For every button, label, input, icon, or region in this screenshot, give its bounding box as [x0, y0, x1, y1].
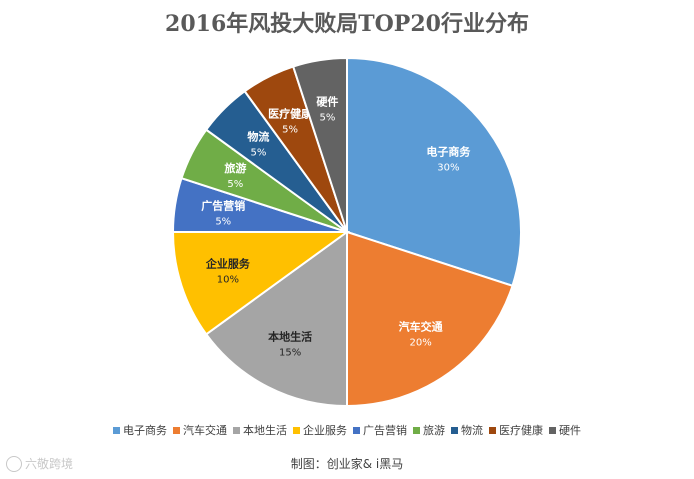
watermark: 六敬跨境	[6, 455, 73, 472]
pie-slice-1	[346, 56, 522, 288]
legend-swatch	[173, 426, 180, 434]
slice-value-label: 5%	[250, 147, 266, 158]
slice-category-label: 旅游	[224, 161, 246, 175]
slice-value-label: 20%	[410, 337, 432, 348]
legend-label: 汽车交通	[183, 424, 227, 437]
legend-label: 医疗健康	[499, 424, 543, 437]
pie-slice-2	[346, 230, 514, 408]
legend-entry: 汽车交通	[173, 422, 227, 438]
legend-entry: 硬件	[549, 422, 581, 438]
legend-swatch	[413, 426, 420, 434]
watermark-logo-icon	[6, 455, 22, 472]
legend-swatch	[233, 426, 240, 434]
legend-swatch	[451, 426, 458, 434]
slice-category-label: 广告营销	[201, 198, 245, 212]
chart-credit: 制图：创业家& i黑马	[290, 457, 404, 471]
legend-label: 企业服务	[303, 424, 347, 437]
chart-legend: 电子商务 汽车交通 本地生活 企业服务 广告营销 旅游 物流 医疗健康 硬件	[0, 422, 694, 438]
slice-value-label: 30%	[437, 162, 459, 173]
watermark-text: 六敬跨境	[25, 457, 74, 471]
slice-value-label: 15%	[279, 348, 301, 359]
legend-swatch	[113, 426, 120, 434]
legend-label: 电子商务	[123, 424, 167, 437]
slice-category-label: 硬件	[316, 94, 338, 108]
legend-label: 物流	[461, 424, 483, 437]
pie-slice-4	[171, 231, 351, 336]
legend-entry: 物流	[451, 422, 483, 438]
legend-swatch	[353, 426, 360, 434]
legend-entry: 电子商务	[113, 422, 167, 438]
legend-entry: 广告营销	[353, 422, 407, 438]
slice-category-label: 物流	[247, 129, 269, 143]
legend-swatch	[549, 426, 556, 434]
pie-slice-3	[204, 230, 348, 408]
legend-label: 旅游	[423, 424, 445, 437]
slice-category-label: 医疗健康	[268, 106, 313, 120]
legend-label: 硬件	[559, 424, 581, 437]
legend-swatch	[489, 426, 496, 434]
legend-entry: 企业服务	[293, 422, 347, 438]
slice-value-label: 10%	[217, 275, 239, 286]
slice-category-label: 企业服务	[205, 257, 251, 271]
legend-label: 广告营销	[363, 424, 407, 437]
legend-entry: 本地生活	[233, 422, 287, 438]
legend-swatch	[293, 426, 300, 434]
slice-category-label: 汽车交通	[399, 319, 443, 333]
slice-value-label: 5%	[227, 179, 243, 190]
slice-value-label: 5%	[282, 124, 298, 135]
chart-title: 2016年风投大败局TOP20行业分布	[165, 11, 529, 37]
slice-value-label: 5%	[215, 216, 231, 227]
slice-category-label: 本地生活	[268, 330, 312, 344]
slice-category-label: 电子商务	[426, 144, 471, 158]
slice-value-label: 5%	[319, 112, 335, 123]
pie-slice-9	[291, 56, 348, 233]
legend-entry: 旅游	[413, 422, 445, 438]
legend-entry: 医疗健康	[489, 422, 543, 438]
legend-label: 本地生活	[243, 424, 287, 437]
